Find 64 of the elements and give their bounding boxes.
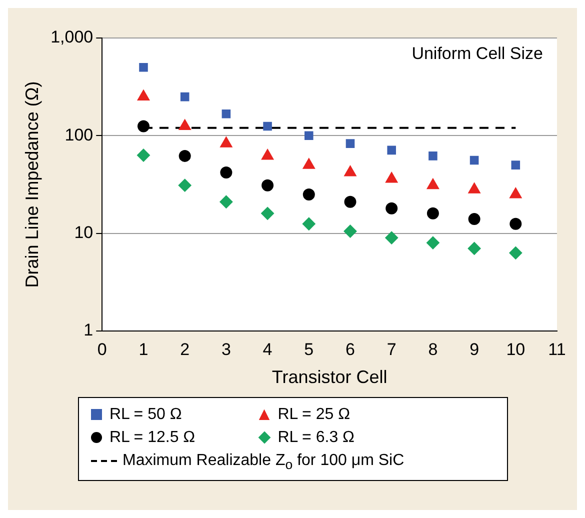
legend-label: RL = 6.3 Ω <box>278 429 354 446</box>
point <box>220 195 233 208</box>
point <box>510 187 522 198</box>
point <box>511 160 520 170</box>
point <box>178 119 191 130</box>
point <box>263 122 272 131</box>
point <box>346 139 355 148</box>
point <box>386 202 398 214</box>
point <box>385 172 398 183</box>
point <box>302 188 315 200</box>
x-tick-label: 10 <box>506 340 526 359</box>
point <box>510 218 522 230</box>
point <box>180 92 190 102</box>
x-tick-label: 8 <box>428 340 438 359</box>
point <box>344 224 357 238</box>
point <box>261 148 274 160</box>
point <box>344 165 356 176</box>
point <box>178 150 191 162</box>
point <box>385 231 398 244</box>
point <box>426 236 440 250</box>
point <box>470 156 479 165</box>
x-tick-label: 9 <box>470 340 480 359</box>
point <box>261 206 274 220</box>
x-tick-label: 4 <box>262 340 272 359</box>
x-tick-label: 0 <box>97 340 107 359</box>
point <box>137 90 150 101</box>
point <box>468 182 480 194</box>
x-tick-label: 3 <box>221 340 231 359</box>
x-axis-title: Transistor Cell <box>272 367 388 388</box>
legend-label: RL = 12.5 Ω <box>110 429 196 446</box>
point <box>222 110 231 118</box>
point <box>136 148 150 162</box>
point <box>262 179 274 192</box>
legend-label: RL = 50 Ω <box>110 406 182 423</box>
point <box>509 246 522 260</box>
point <box>344 196 356 208</box>
point <box>428 152 438 160</box>
point <box>468 242 481 255</box>
point <box>302 217 316 230</box>
point <box>220 166 232 178</box>
x-tick-label: 1 <box>138 340 148 359</box>
point <box>139 63 148 72</box>
legend-label: RL = 25 Ω <box>278 406 350 423</box>
legend-label: Maximum Realizable Z$_{o}$ for 100 μm SiC <box>122 452 404 472</box>
y-tick-label: 10 <box>74 223 94 242</box>
annotation: Uniform Cell Size <box>412 44 543 64</box>
point <box>137 120 150 132</box>
point <box>302 158 316 169</box>
point <box>468 213 480 226</box>
x-tick-label: 6 <box>346 340 355 359</box>
y-axis-title: Drain Line Impedance (Ω) <box>22 81 42 288</box>
point <box>426 207 439 220</box>
x-tick-label: 7 <box>386 340 396 359</box>
x-tick-label: 2 <box>180 340 190 359</box>
y-tick-label: 1,000 <box>50 28 94 47</box>
point <box>220 136 232 148</box>
y-tick-label: 1 <box>84 320 94 340</box>
point <box>426 178 440 190</box>
point <box>387 146 396 155</box>
point <box>178 178 192 192</box>
y-tick-label: 100 <box>64 125 94 144</box>
point <box>304 131 314 140</box>
x-tick-label: 11 <box>548 340 566 359</box>
x-tick-label: 5 <box>304 340 314 359</box>
